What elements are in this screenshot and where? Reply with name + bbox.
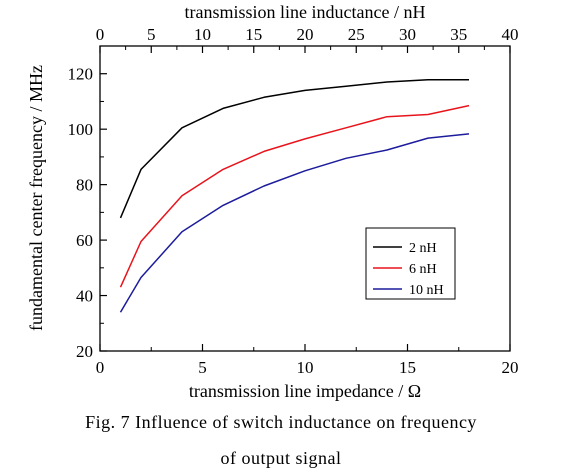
legend-label-6nh: 6 nH	[409, 262, 437, 277]
x2-tick-label: 0	[96, 25, 105, 44]
x2-axis-title: transmission line inductance / nH	[185, 2, 426, 22]
x2-tick-label: 10	[194, 25, 211, 44]
y-tick-label: 100	[68, 120, 94, 139]
x2-tick-label: 5	[147, 25, 156, 44]
x2-tick-label: 25	[348, 25, 365, 44]
x2-tick-label: 40	[502, 25, 519, 44]
series-line-10nh	[119, 133, 470, 313]
y-tick-label: 40	[76, 287, 93, 306]
legend: 2 nH 6 nH 10 nH	[365, 227, 456, 300]
legend-box	[365, 227, 456, 300]
series-line-2nh	[119, 79, 469, 219]
y-tick-label: 120	[68, 65, 94, 84]
figure-caption: Fig. 7 Influence of switch inductance on…	[85, 412, 477, 432]
legend-label-2nh: 2 nH	[409, 241, 437, 256]
plot-frame	[99, 45, 511, 352]
y-tick-label: 20	[76, 342, 93, 361]
x2-tick-label: 15	[245, 25, 262, 44]
x2-tick-label: 35	[450, 25, 467, 44]
x2-tick-label: 20	[297, 25, 314, 44]
x-tick-label: 15	[399, 358, 416, 377]
legend-label-10nh: 10 nH	[409, 283, 444, 298]
x-axis-title: transmission line impedance / Ω	[189, 381, 421, 401]
x-tick-label: 20	[502, 358, 519, 377]
y-axis-title: fundamental center frequency / MHz	[26, 65, 46, 331]
y-tick-label: 80	[76, 176, 93, 195]
x-tick-label: 5	[198, 358, 207, 377]
series-lines	[119, 79, 470, 313]
series-line-6nh	[119, 104, 470, 288]
y-tick-label: 60	[76, 231, 93, 250]
figure-caption-continued: of output signal	[220, 448, 342, 468]
x2-tick-label: 30	[399, 25, 416, 44]
x-tick-label: 10	[297, 358, 314, 377]
x-tick-label: 0	[96, 358, 105, 377]
